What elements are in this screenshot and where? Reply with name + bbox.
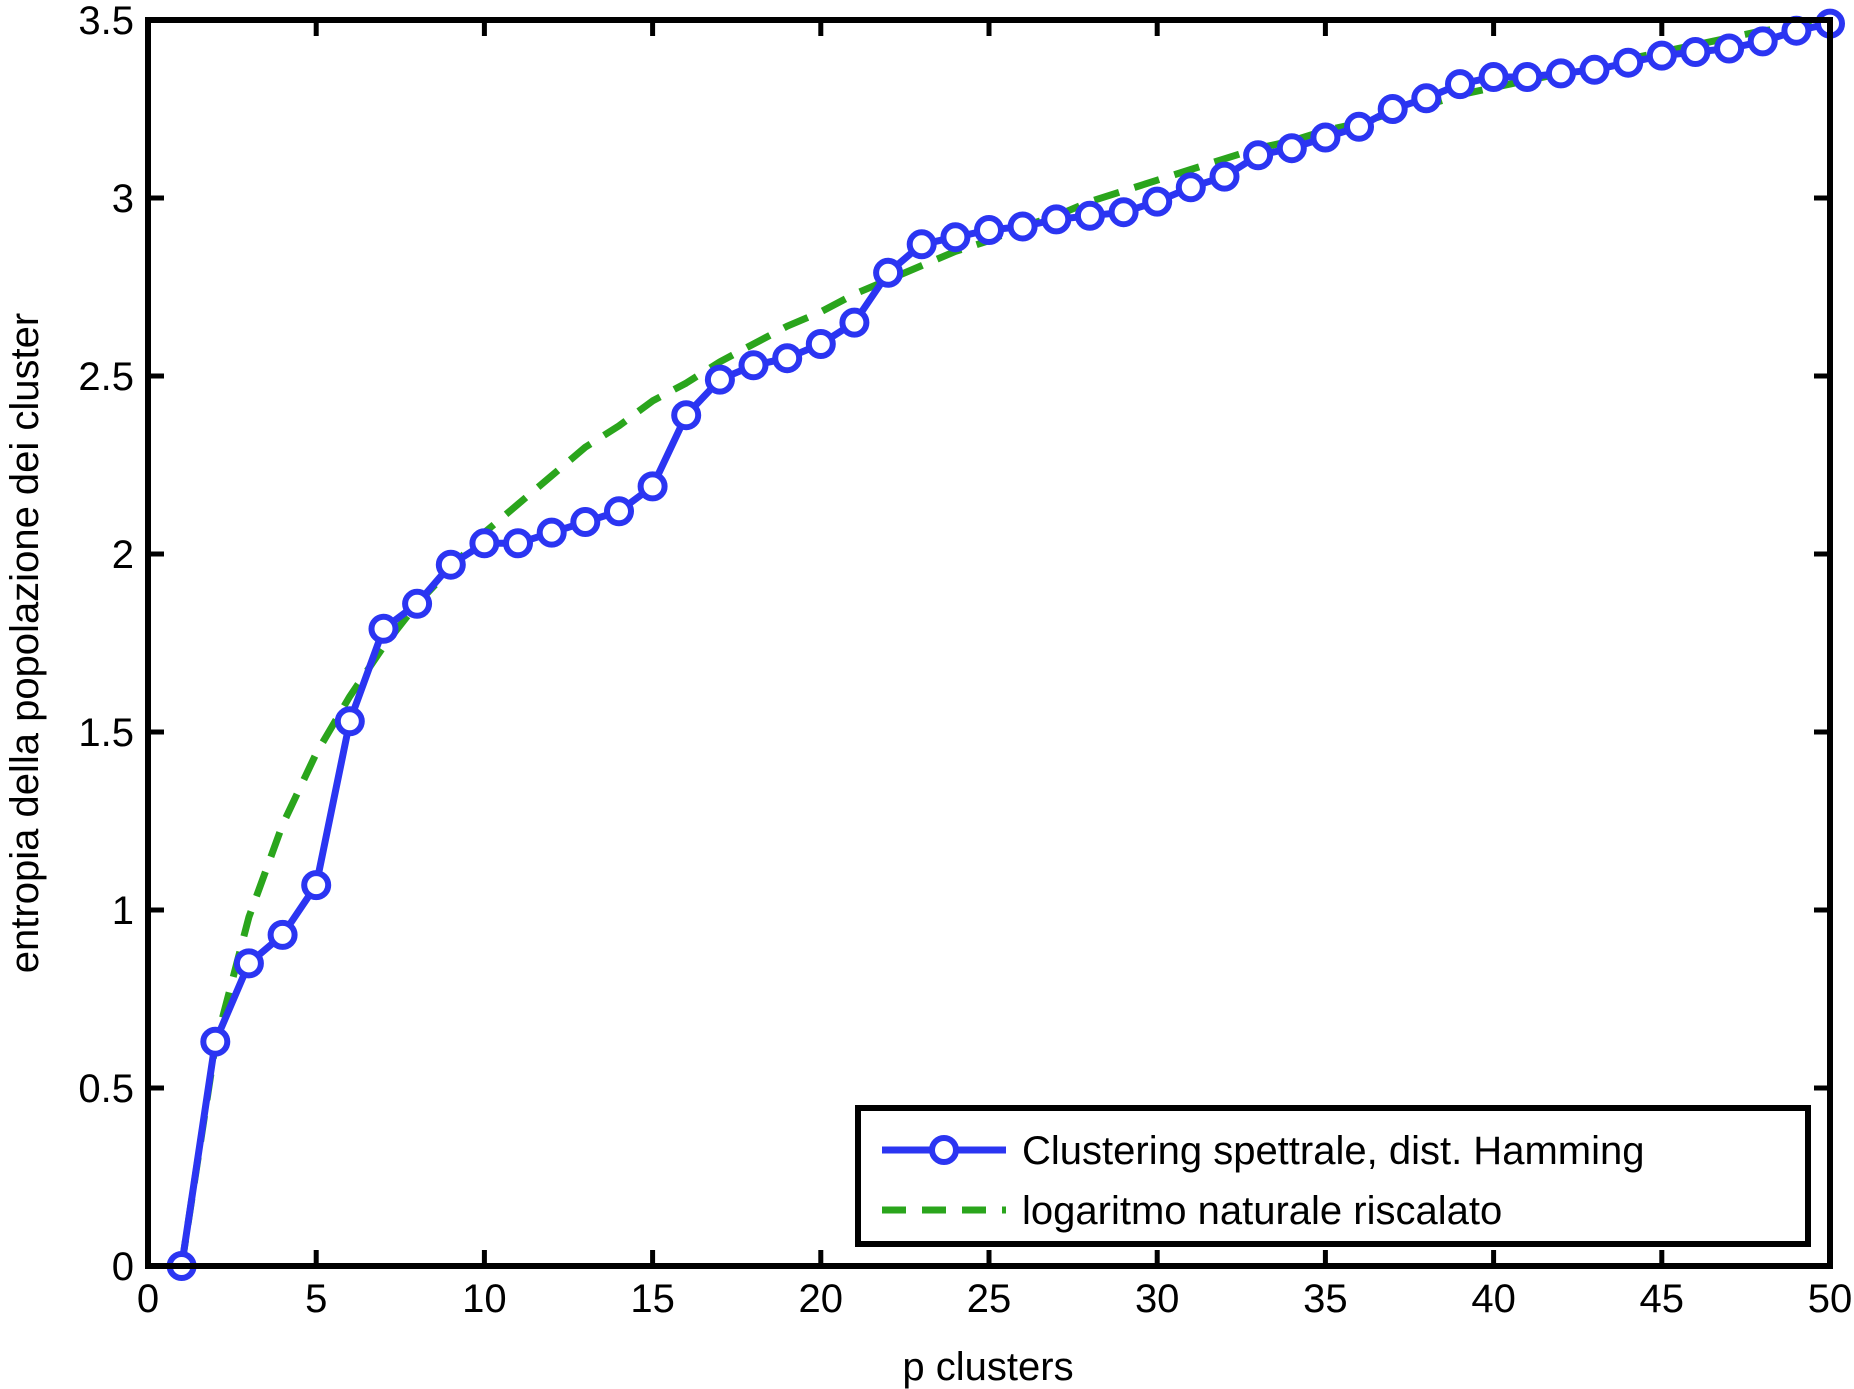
series-point: [1041, 204, 1072, 235]
x-tick-label: 0: [137, 1277, 159, 1321]
series-point: [503, 528, 533, 559]
series-point: [637, 471, 668, 502]
series-point: [974, 215, 1004, 245]
series-layer: [166, 8, 1845, 1281]
y-tick-label: 1: [112, 889, 134, 933]
series-point: [536, 517, 567, 548]
series-point: [1613, 47, 1644, 78]
x-tick-label: 50: [1808, 1277, 1853, 1321]
y-tick-label: 1.5: [78, 711, 134, 755]
series-point: [1276, 133, 1307, 164]
series-point: [1411, 83, 1442, 114]
series-point: [301, 870, 332, 901]
series-point: [469, 528, 500, 559]
x-tick-label: 35: [1303, 1277, 1348, 1321]
legend: Clustering spettrale, dist. Hamming logar…: [855, 1105, 1811, 1247]
series-point: [1579, 54, 1610, 85]
legend-marker: [929, 1135, 959, 1165]
series-point: [805, 329, 836, 359]
series-point: [233, 948, 264, 979]
plot-frame: [145, 17, 1833, 1269]
series-point: [906, 229, 937, 260]
series-point: [334, 706, 365, 737]
series-point: [704, 364, 735, 395]
series-point: [1680, 37, 1711, 67]
series-point: [1445, 69, 1475, 100]
x-tick-label: 25: [967, 1277, 1012, 1321]
series-point: [368, 613, 399, 644]
series-point: [873, 257, 904, 288]
x-tick-label: 40: [1471, 1277, 1516, 1321]
y-tick-label: 2: [112, 533, 134, 577]
legend-box: [855, 1105, 1811, 1247]
series-point: [1747, 26, 1778, 57]
series-point: [940, 222, 971, 253]
series-point: [1142, 186, 1173, 217]
series-point: [1478, 62, 1509, 92]
y-tick-label: 3: [112, 177, 134, 221]
series-line-1: [178, 20, 1831, 1267]
y-tick-label: 0.5: [78, 1067, 134, 1111]
series-point: [1074, 200, 1105, 231]
x-tick-label: 30: [1135, 1277, 1180, 1321]
y-axis-label: entropia della popolazione dei cluster: [3, 313, 47, 973]
legend-label-2: logaritmo naturale riscalato: [1022, 1189, 1502, 1233]
series-point: [1545, 58, 1576, 89]
x-tick-label: 10: [462, 1277, 507, 1321]
y-tick-label: 2.5: [78, 355, 134, 399]
series-point: [267, 919, 298, 950]
series-point: [604, 496, 634, 527]
series-point: [1243, 140, 1274, 171]
axes-layer: 0 5 10 15 20 25 30 35 40 45 50 0 0.5 1 1.5 2 2.5 3 3.5: [78, 0, 1852, 1321]
series-point: [1007, 211, 1038, 242]
series-point: [1209, 161, 1240, 192]
series-point: [402, 588, 433, 619]
series-point: [200, 1026, 231, 1057]
series-point: [1377, 94, 1408, 124]
y-tick-label: 3.5: [78, 0, 134, 43]
series-point: [435, 549, 466, 580]
series-point: [738, 350, 769, 381]
series-point: [570, 507, 601, 537]
series-point: [1175, 172, 1206, 203]
series-point: [1512, 62, 1543, 92]
y-tick-label: 0: [112, 1245, 134, 1289]
series-point: [1108, 197, 1139, 228]
legend-label-1: Clustering spettrale, dist. Hamming: [1022, 1129, 1644, 1173]
series-point: [772, 343, 803, 374]
x-tick-label: 20: [799, 1277, 844, 1321]
x-tick-label: 45: [1640, 1277, 1685, 1321]
series-point: [1344, 111, 1374, 142]
series-point: [1310, 122, 1341, 153]
series-point: [1714, 33, 1745, 64]
x-axis-label: p clusters: [902, 1345, 1073, 1389]
series-line-2: [178, 16, 1831, 1267]
series-point: [671, 400, 702, 431]
x-tick-label: 5: [305, 1277, 327, 1321]
x-tick-label: 15: [630, 1277, 675, 1321]
series-point: [1646, 40, 1677, 71]
series-point: [839, 307, 870, 338]
